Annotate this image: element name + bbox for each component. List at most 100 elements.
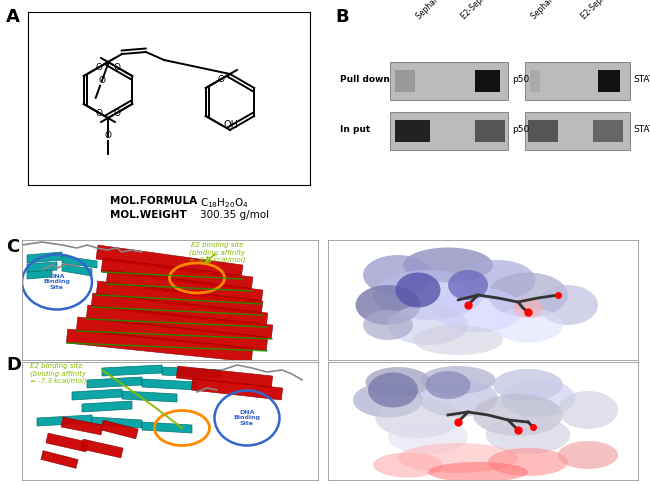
- Text: B: B: [335, 8, 348, 26]
- Ellipse shape: [486, 416, 571, 454]
- Polygon shape: [162, 367, 222, 378]
- Polygon shape: [92, 417, 142, 428]
- Ellipse shape: [368, 373, 418, 408]
- Ellipse shape: [460, 260, 536, 300]
- Ellipse shape: [398, 443, 518, 473]
- Text: STAT3: STAT3: [633, 76, 650, 85]
- Ellipse shape: [426, 371, 471, 399]
- Text: In put: In put: [340, 125, 370, 135]
- Text: Sepharose 6B: Sepharose 6B: [530, 0, 573, 21]
- FancyBboxPatch shape: [395, 120, 430, 142]
- Text: C$_{18}$H$_{20}$O$_{4}$: C$_{18}$H$_{20}$O$_{4}$: [200, 196, 249, 210]
- Polygon shape: [176, 366, 272, 388]
- Text: 300.35 g/mol: 300.35 g/mol: [200, 210, 269, 220]
- Polygon shape: [72, 389, 122, 400]
- Polygon shape: [37, 415, 92, 426]
- Ellipse shape: [365, 367, 430, 397]
- FancyBboxPatch shape: [390, 62, 508, 100]
- Polygon shape: [61, 417, 103, 435]
- Polygon shape: [101, 420, 138, 439]
- Text: p50: p50: [512, 125, 529, 135]
- Ellipse shape: [448, 270, 488, 300]
- Ellipse shape: [418, 379, 498, 417]
- Ellipse shape: [376, 398, 460, 438]
- Ellipse shape: [413, 325, 503, 355]
- Polygon shape: [142, 379, 197, 390]
- Polygon shape: [76, 317, 268, 351]
- Ellipse shape: [558, 441, 618, 469]
- Polygon shape: [27, 262, 57, 272]
- Text: O: O: [113, 62, 120, 72]
- Ellipse shape: [433, 287, 523, 333]
- FancyBboxPatch shape: [525, 62, 630, 100]
- Text: MOL.FORMULA: MOL.FORMULA: [110, 196, 197, 206]
- Polygon shape: [46, 433, 88, 452]
- Ellipse shape: [388, 305, 468, 345]
- Ellipse shape: [428, 462, 528, 482]
- Ellipse shape: [538, 285, 598, 325]
- Text: O: O: [96, 62, 103, 72]
- Polygon shape: [122, 391, 177, 402]
- Polygon shape: [27, 252, 62, 263]
- Text: A: A: [6, 8, 20, 26]
- Text: D: D: [6, 356, 21, 374]
- Ellipse shape: [493, 369, 563, 401]
- FancyBboxPatch shape: [395, 70, 415, 92]
- FancyBboxPatch shape: [593, 120, 623, 142]
- FancyBboxPatch shape: [525, 112, 630, 150]
- FancyBboxPatch shape: [530, 70, 540, 92]
- Polygon shape: [106, 270, 263, 304]
- Text: STAT3: STAT3: [633, 125, 650, 135]
- Text: E2 binding site
(binding affinity
= -7.3 kcal/mol): E2 binding site (binding affinity = -7.3…: [30, 363, 86, 384]
- Ellipse shape: [373, 270, 483, 320]
- Polygon shape: [142, 422, 192, 433]
- Ellipse shape: [493, 307, 563, 343]
- Ellipse shape: [488, 448, 568, 476]
- Text: DNA
Binding
Site: DNA Binding Site: [44, 273, 70, 290]
- Text: O: O: [105, 132, 112, 140]
- Text: O: O: [218, 75, 225, 84]
- Text: Pull down: Pull down: [340, 76, 390, 85]
- Text: OH: OH: [224, 120, 239, 130]
- Ellipse shape: [558, 391, 618, 429]
- Polygon shape: [101, 258, 253, 291]
- FancyBboxPatch shape: [390, 112, 508, 150]
- Polygon shape: [91, 293, 268, 327]
- Polygon shape: [27, 270, 52, 279]
- Polygon shape: [81, 439, 123, 458]
- Polygon shape: [66, 329, 253, 362]
- Polygon shape: [191, 378, 283, 400]
- Ellipse shape: [363, 310, 413, 340]
- Text: O: O: [113, 108, 120, 118]
- Ellipse shape: [373, 453, 443, 478]
- Polygon shape: [41, 451, 78, 469]
- Ellipse shape: [363, 255, 433, 295]
- Text: MOL.WEIGHT: MOL.WEIGHT: [110, 210, 187, 220]
- Text: p50: p50: [512, 76, 529, 85]
- Ellipse shape: [388, 420, 468, 454]
- Ellipse shape: [403, 247, 493, 283]
- Polygon shape: [62, 264, 92, 276]
- FancyBboxPatch shape: [598, 70, 620, 92]
- Ellipse shape: [353, 382, 423, 418]
- Text: O: O: [96, 108, 103, 118]
- Ellipse shape: [356, 285, 421, 325]
- Text: E2 binding site
(binding affinity
= -8.1 kcal/mol): E2 binding site (binding affinity = -8.1…: [188, 242, 245, 263]
- Ellipse shape: [488, 272, 568, 318]
- Polygon shape: [82, 401, 132, 412]
- Polygon shape: [102, 365, 162, 376]
- Ellipse shape: [395, 272, 441, 307]
- FancyBboxPatch shape: [475, 120, 505, 142]
- Ellipse shape: [421, 366, 495, 394]
- Polygon shape: [86, 305, 273, 339]
- Polygon shape: [62, 256, 97, 268]
- FancyBboxPatch shape: [475, 70, 500, 92]
- Polygon shape: [87, 377, 142, 388]
- Text: O: O: [98, 76, 105, 85]
- Text: C: C: [6, 238, 20, 256]
- Polygon shape: [96, 245, 243, 279]
- Text: DNA
Binding
Site: DNA Binding Site: [233, 409, 261, 426]
- Text: Sepharose 6B: Sepharose 6B: [415, 0, 459, 21]
- Ellipse shape: [500, 379, 575, 417]
- FancyBboxPatch shape: [528, 120, 558, 142]
